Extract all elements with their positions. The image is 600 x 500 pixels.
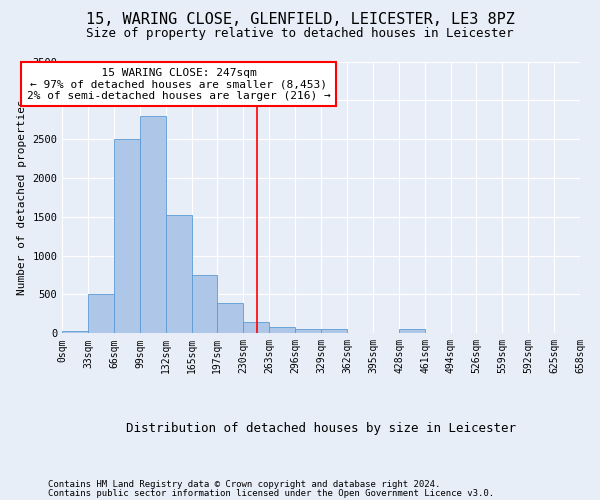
Bar — [140, 116, 166, 334]
X-axis label: Distribution of detached houses by size in Leicester: Distribution of detached houses by size … — [126, 422, 516, 435]
Text: 15 WARING CLOSE: 247sqm  
← 97% of detached houses are smaller (8,453)
2% of sem: 15 WARING CLOSE: 247sqm ← 97% of detache… — [27, 68, 331, 101]
Bar — [269, 326, 295, 334]
Bar — [295, 328, 321, 334]
Bar — [114, 139, 140, 334]
Y-axis label: Number of detached properties: Number of detached properties — [17, 100, 27, 296]
Text: Contains HM Land Registry data © Crown copyright and database right 2024.: Contains HM Land Registry data © Crown c… — [48, 480, 440, 489]
Bar — [321, 328, 347, 334]
Text: Contains public sector information licensed under the Open Government Licence v3: Contains public sector information licen… — [48, 488, 494, 498]
Bar — [88, 294, 114, 334]
Bar — [217, 303, 243, 334]
Text: Size of property relative to detached houses in Leicester: Size of property relative to detached ho… — [86, 28, 514, 40]
Bar — [243, 322, 269, 334]
Bar — [192, 275, 217, 334]
Text: 15, WARING CLOSE, GLENFIELD, LEICESTER, LE3 8PZ: 15, WARING CLOSE, GLENFIELD, LEICESTER, … — [86, 12, 514, 28]
Bar — [62, 332, 88, 334]
Bar — [399, 328, 425, 334]
Bar — [166, 215, 192, 334]
